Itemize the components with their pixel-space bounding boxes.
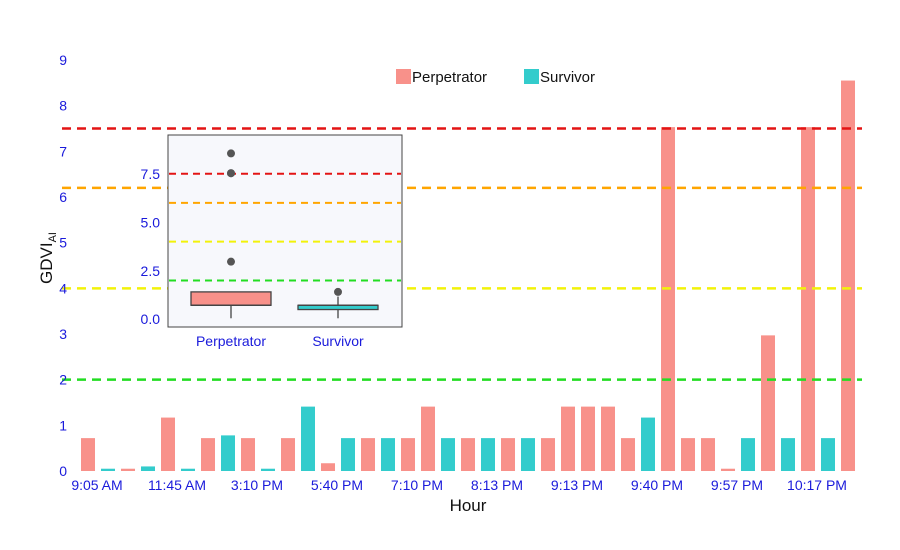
bar-perpetrator [161,417,175,471]
y-tick-label: 3 [59,326,67,342]
y-tick-label: 1 [59,417,67,433]
inset-outlier-point [227,169,235,178]
bar-survivor [141,466,155,471]
inset-y-tick-label: 7.5 [141,166,161,182]
inset-y-tick-label: 0.0 [141,311,161,327]
bar-survivor [221,435,235,471]
y-tick-label: 4 [59,280,67,296]
y-axis-title-subscript: AI [47,232,59,242]
inset-x-tick-label: Survivor [312,333,364,349]
bar-survivor [181,468,195,471]
bar-perpetrator [841,80,855,472]
bar-survivor [481,438,495,471]
bar-survivor [261,468,275,471]
bar-perpetrator [681,438,695,471]
bar-survivor [821,438,835,471]
bar-perpetrator [661,127,675,471]
x-tick-label: 7:10 PM [391,477,443,493]
bar-perpetrator [81,438,95,471]
y-tick-label: 6 [59,189,67,205]
bar-perpetrator [421,406,435,471]
y-tick-label: 0 [59,463,67,479]
legend-swatch-perpetrator [396,69,411,84]
bar-perpetrator [321,463,335,471]
bar-survivor [741,438,755,471]
bar-perpetrator [541,438,555,471]
x-tick-label: 5:40 PM [311,477,363,493]
main-y-ticks: 0 1 2 3 4 5 6 7 8 9 [59,52,67,479]
bar-survivor [341,438,355,471]
y-tick-label: 5 [59,235,67,251]
bar-survivor [781,438,795,471]
bar-perpetrator [761,335,775,471]
inset-outlier-point [334,287,342,296]
legend-label-survivor: Survivor [540,69,595,86]
x-tick-label: 9:57 PM [711,477,763,493]
inset-boxplot: 0.0 2.5 5.0 7.5 Perpetrator Survivor [141,134,403,349]
bar-survivor [441,438,455,471]
x-tick-label: 9:13 PM [551,477,603,493]
y-axis-title-main: GDVI [37,242,56,284]
inset-y-tick-label: 2.5 [141,263,161,279]
inset-y-tick-label: 5.0 [141,214,161,230]
y-tick-label: 8 [59,98,67,114]
inset-boxes [190,149,379,319]
bar-perpetrator [801,127,815,471]
main-bar-series [81,80,855,472]
inset-y-ticks: 0.0 2.5 5.0 7.5 [141,166,161,327]
y-tick-label: 7 [59,143,67,159]
bar-survivor [521,438,535,471]
bar-perpetrator [461,438,475,471]
bar-perpetrator [241,438,255,471]
inset-frame [167,134,403,328]
bar-perpetrator [401,438,415,471]
bar-perpetrator [581,406,595,471]
inset-threshold-lines [169,172,401,282]
x-tick-label: 3:10 PM [231,477,283,493]
bar-perpetrator [621,438,635,471]
legend-label-perpetrator: Perpetrator [412,69,487,86]
inset-x-ticks: Perpetrator Survivor [196,333,364,349]
bar-perpetrator [721,468,735,471]
bar-perpetrator [701,438,715,471]
bar-survivor [101,468,115,471]
x-tick-label: 11:45 AM [148,477,206,493]
inset-outlier-point [227,257,235,266]
bar-survivor [641,417,655,471]
y-tick-label: 9 [59,52,67,68]
bar-perpetrator [201,438,215,471]
bar-perpetrator [601,406,615,471]
x-tick-label: 8:13 PM [471,477,523,493]
bar-perpetrator [501,438,515,471]
bar-perpetrator [121,468,135,471]
inset-x-tick-label: Perpetrator [196,333,266,349]
x-tick-label: 9:05 AM [71,477,122,493]
main-x-ticks: 9:05 AM 11:45 AM 3:10 PM 5:40 PM 7:10 PM 8:13… [71,477,847,493]
bar-survivor [301,406,315,471]
y-axis-title: GDVIAI [37,232,59,284]
legend-swatch-survivor [524,69,539,84]
y-tick-label: 2 [59,372,67,388]
inset-box-perpetrator [190,291,272,306]
main-threshold-lines [62,127,862,381]
bar-survivor [381,438,395,471]
bar-perpetrator [281,438,295,471]
x-tick-label: 10:17 PM [787,477,847,493]
bar-perpetrator [561,406,575,471]
x-tick-label: 9:40 PM [631,477,683,493]
legend: Perpetrator Survivor [396,69,595,86]
bar-perpetrator [361,438,375,471]
inset-outlier-point [227,149,235,158]
x-axis-title: Hour [450,496,487,515]
